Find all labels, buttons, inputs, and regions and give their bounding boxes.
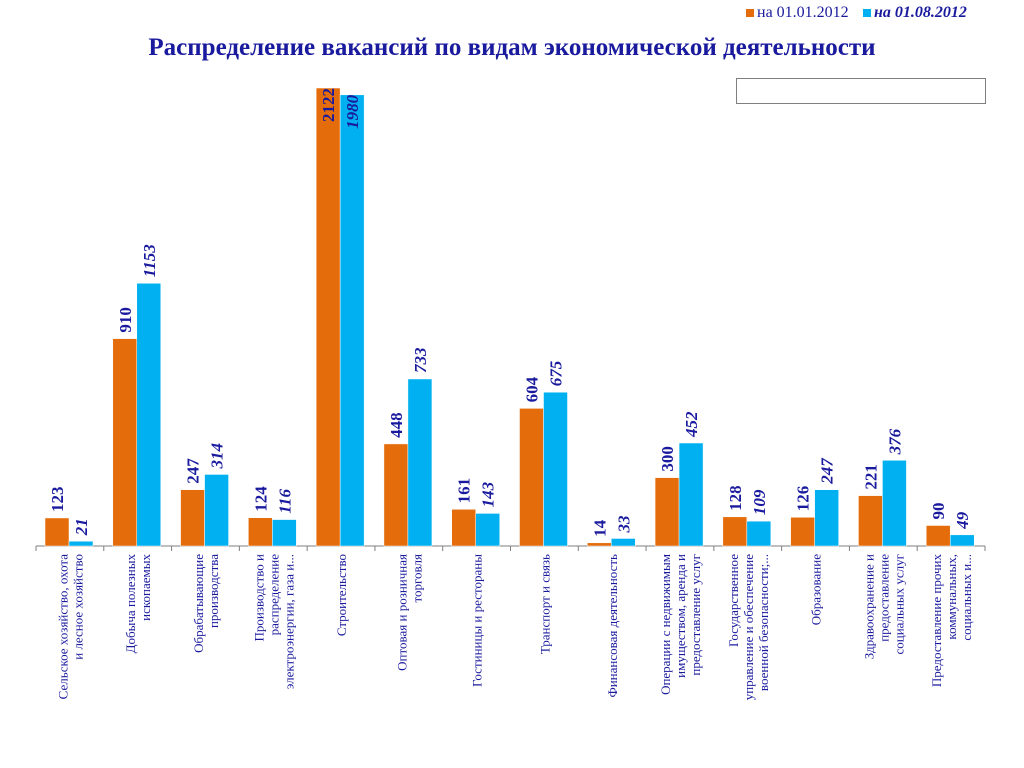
legend-swatch-series-2 xyxy=(863,9,871,17)
data-label-series-1: 126 xyxy=(794,486,813,512)
legend-label-series-2: на 01.08.2012 xyxy=(874,4,967,21)
legend xyxy=(736,78,986,104)
bar-series-1 xyxy=(248,517,273,547)
data-label-series-1: 128 xyxy=(726,485,745,511)
data-label-series-1: 300 xyxy=(658,446,677,472)
bar-series-2 xyxy=(136,283,162,547)
data-label-series-2: 733 xyxy=(411,347,430,373)
bar-series-1 xyxy=(722,516,748,547)
category-label: предоставление xyxy=(876,554,891,642)
data-label-series-1: 221 xyxy=(861,464,880,490)
data-label-series-2: 247 xyxy=(818,457,837,485)
bar-series-1 xyxy=(519,408,544,547)
bar-series-1 xyxy=(383,443,409,547)
bar-series-2 xyxy=(475,513,500,547)
bar-series-1 xyxy=(451,509,476,547)
category-label: Государственное xyxy=(726,554,741,647)
data-label-series-1: 161 xyxy=(455,478,474,504)
category-label: Добыча полезных xyxy=(123,554,138,654)
bar-series-1 xyxy=(654,477,680,547)
bar-series-2 xyxy=(543,391,568,547)
bar-series-1 xyxy=(587,542,612,547)
category-label: Гостиницы и рестораны xyxy=(470,554,485,687)
data-label-series-2: 49 xyxy=(953,511,972,530)
data-label-series-1: 14 xyxy=(590,519,609,537)
legend-label-series-1: на 01.01.2012 xyxy=(757,4,849,21)
bar-series-2 xyxy=(407,378,433,547)
bar-series-2 xyxy=(204,474,229,547)
data-label-series-1: 247 xyxy=(184,458,203,484)
bar-series-1 xyxy=(44,517,70,547)
category-label: имуществом, аренда и xyxy=(673,554,688,678)
data-label-series-1: 448 xyxy=(387,412,406,438)
bar-series-2 xyxy=(272,519,297,547)
data-label-series-1: 90 xyxy=(929,502,948,519)
category-label: производства xyxy=(206,554,221,628)
bar-series-2 xyxy=(68,540,94,547)
category-label: социальных услуг xyxy=(891,554,906,655)
bar-series-2 xyxy=(339,94,365,547)
category-label: ископаемых xyxy=(138,554,153,621)
category-label: Оптовая и розничная xyxy=(394,554,409,671)
data-label-series-1: 2122 xyxy=(319,88,338,122)
category-label: Сельское хозяйство, охота xyxy=(55,554,70,700)
bar-series-1 xyxy=(790,517,815,547)
category-label: электроэнергии, газа и... xyxy=(281,554,296,689)
bar-series-2 xyxy=(882,460,907,547)
category-label: и лесное хозяйство xyxy=(70,554,85,660)
data-label-series-1: 123 xyxy=(48,486,67,512)
data-label-series-2: 1153 xyxy=(140,244,159,278)
category-label: Строительство xyxy=(334,554,349,636)
category-label: военной безопасности;... xyxy=(756,554,771,691)
category-label: распределение xyxy=(266,554,281,636)
category-label: социальных и... xyxy=(959,554,974,641)
category-label: Операции с недвижимым xyxy=(658,554,673,695)
chart-title: Распределение вакансий по видам экономич… xyxy=(148,34,876,61)
bar-series-1 xyxy=(180,489,205,547)
data-label-series-2: 116 xyxy=(275,489,294,514)
data-label-series-2: 675 xyxy=(547,360,566,386)
data-label-series-1: 910 xyxy=(116,307,135,333)
category-label: Финансовая деятельность xyxy=(605,554,620,698)
bar-series-2 xyxy=(746,520,772,547)
data-label-series-2: 452 xyxy=(682,411,701,438)
category-label: предоставление услуг xyxy=(688,554,703,676)
category-label: торговля xyxy=(409,554,424,602)
bar-series-1 xyxy=(112,338,138,547)
category-label: Предоставление прочих xyxy=(929,554,944,688)
data-label-series-1: 604 xyxy=(523,376,542,402)
bar-series-1 xyxy=(925,525,951,547)
data-label-series-2: 33 xyxy=(614,515,633,534)
data-label-series-1: 124 xyxy=(251,486,270,512)
bar-series-1 xyxy=(858,495,883,547)
bar-series-2 xyxy=(678,442,704,547)
category-label: коммунальных, xyxy=(944,554,959,640)
data-label-series-2: 21 xyxy=(72,518,91,536)
bar-series-1 xyxy=(315,87,341,547)
bar-series-2 xyxy=(949,534,975,547)
data-label-series-2: 109 xyxy=(750,489,769,515)
data-label-series-2: 376 xyxy=(885,428,904,455)
category-label: Производство и xyxy=(251,554,266,642)
data-label-series-2: 143 xyxy=(479,481,498,507)
category-label: Здравоохранение и xyxy=(861,554,876,659)
category-label: Обрабатывающие xyxy=(191,554,206,653)
legend-swatch-series-1 xyxy=(746,9,754,17)
category-label: управление и обеспечение xyxy=(741,554,756,701)
category-label: Транспорт и связь xyxy=(537,554,552,654)
bar-series-2 xyxy=(611,538,636,547)
bar-series-2 xyxy=(814,489,839,547)
data-label-series-2: 314 xyxy=(208,443,227,470)
data-label-series-2: 1980 xyxy=(343,94,362,128)
category-label: Образование xyxy=(809,554,824,625)
